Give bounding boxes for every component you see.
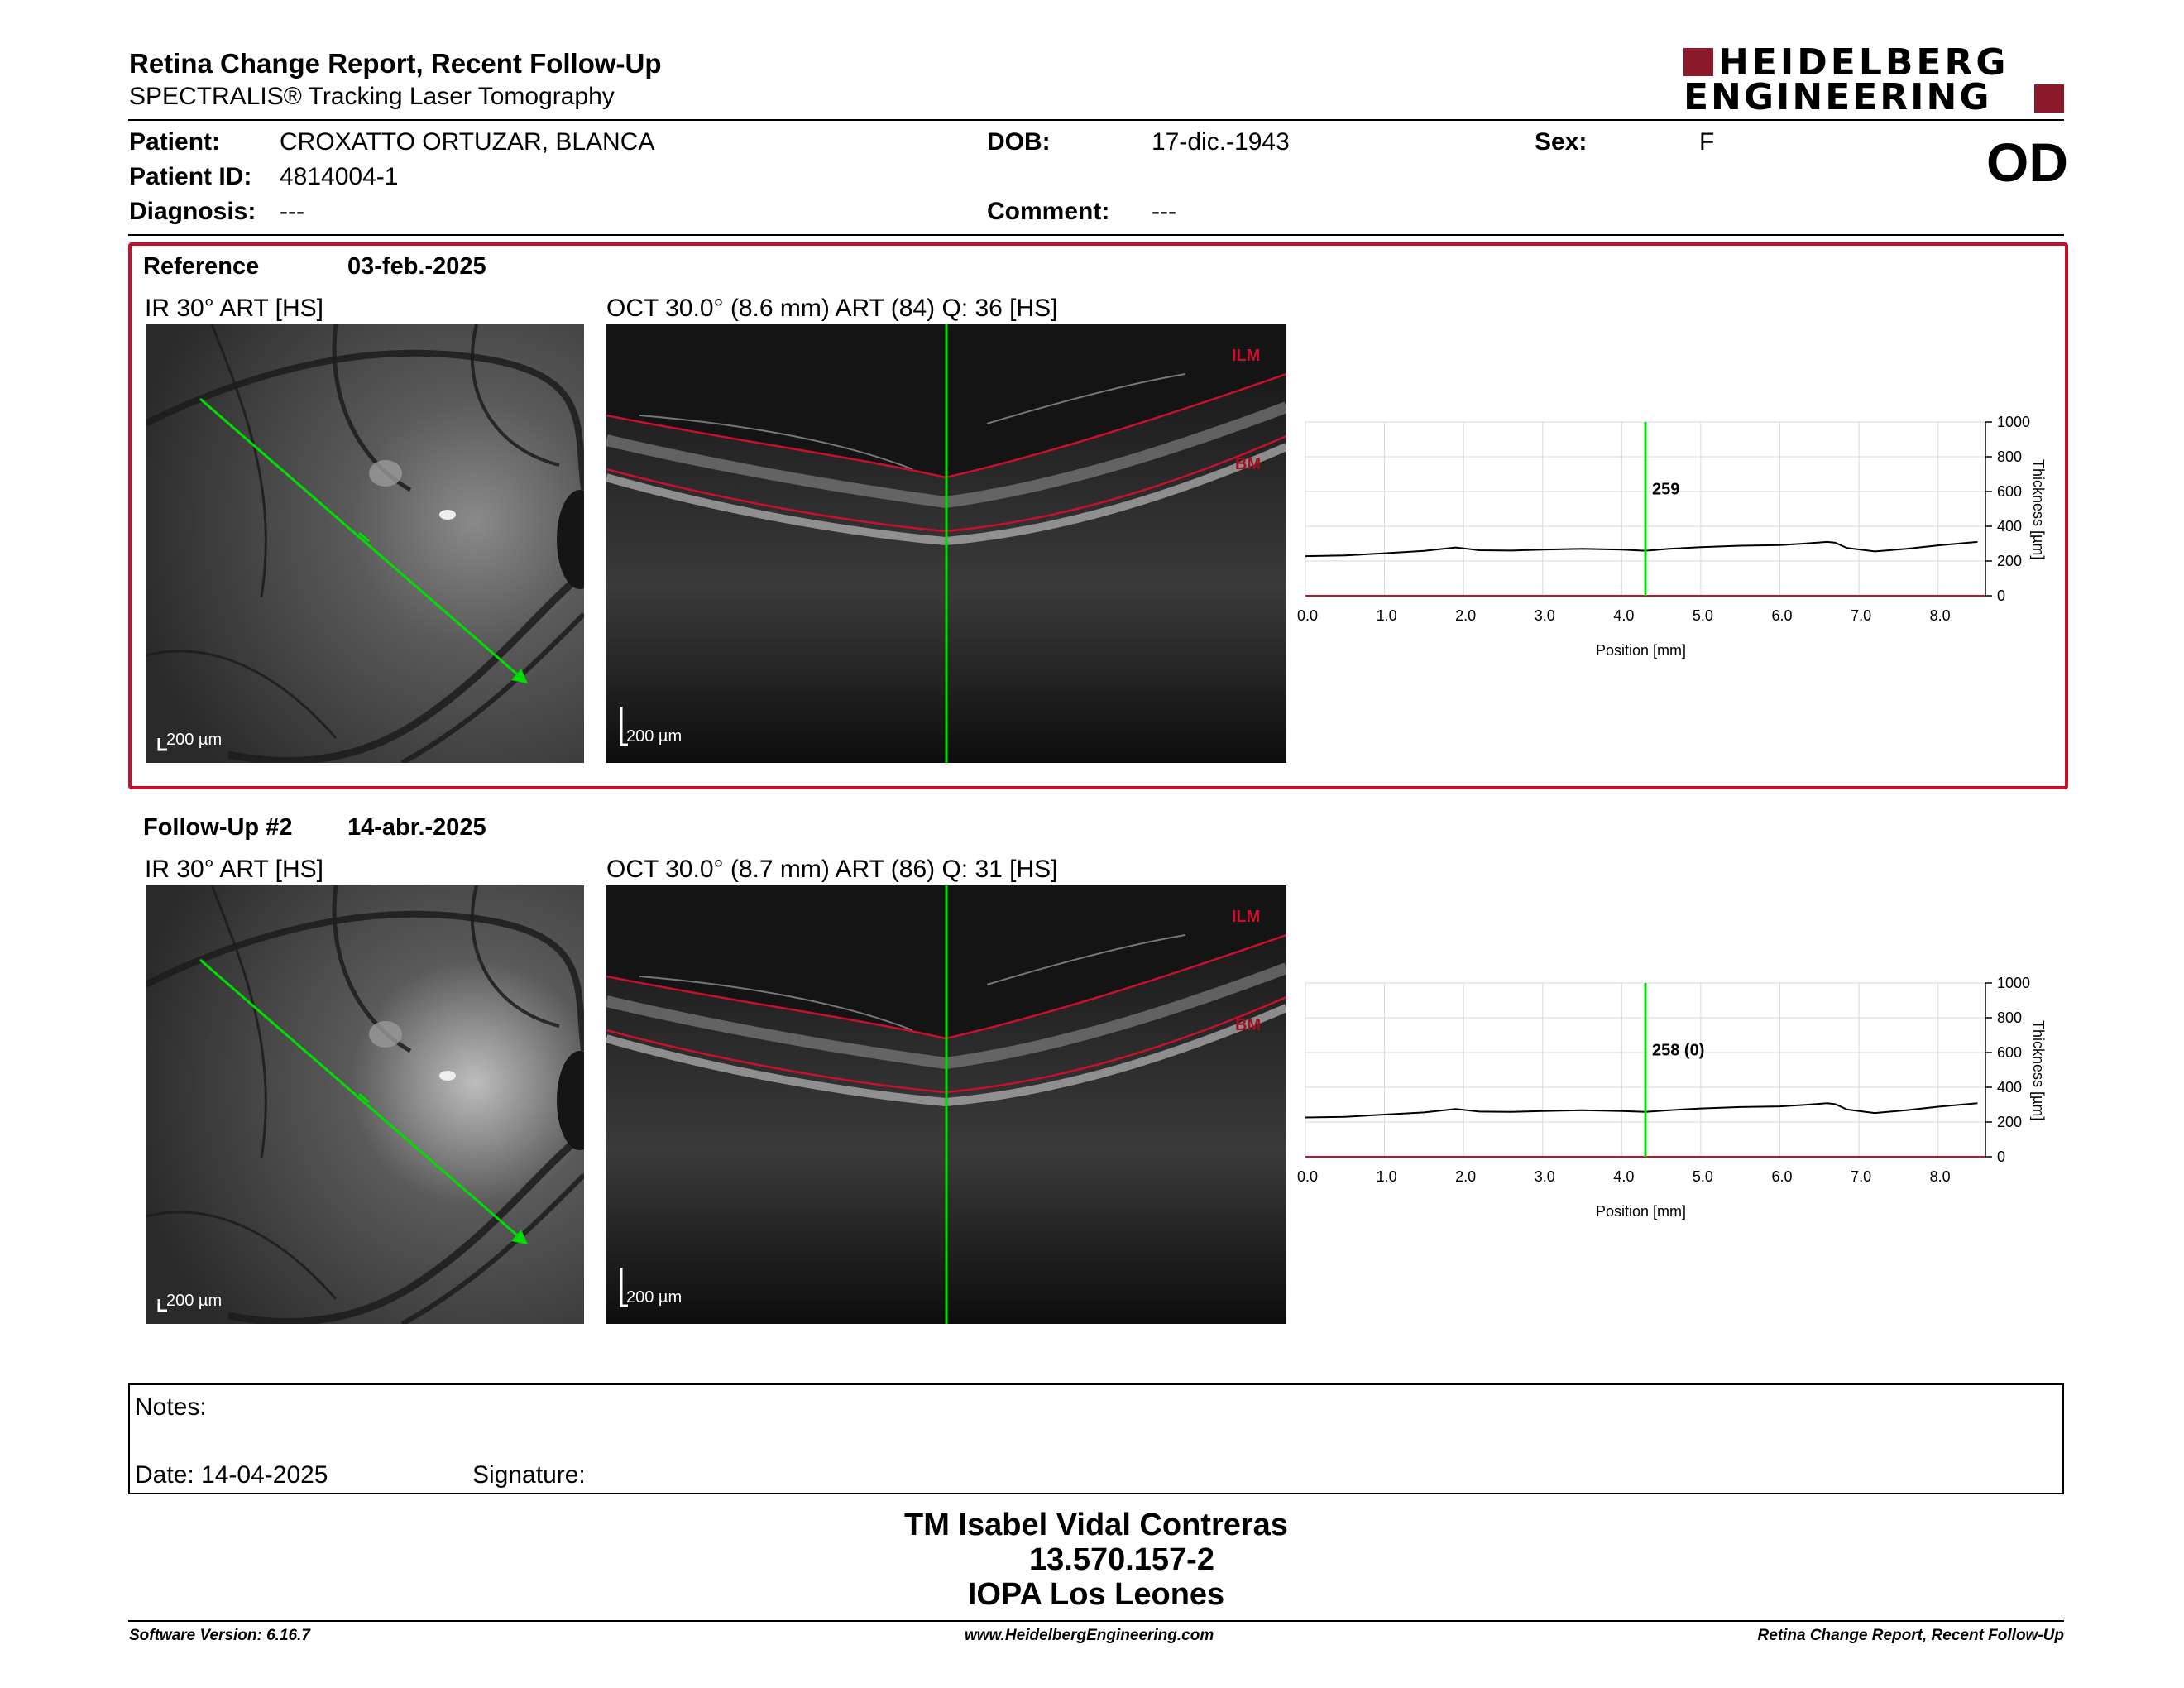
y-tick-label: 200 xyxy=(1997,1114,2022,1130)
oct-caption: OCT 30.0° (8.7 mm) ART (86) Q: 31 [HS] xyxy=(606,856,1058,883)
patient-name: CROXATTO ORTUZAR, BLANCA xyxy=(280,128,655,156)
diagnosis-value: --- xyxy=(280,198,304,225)
y-tick-label: 400 xyxy=(1997,1079,2022,1096)
oct-caption: OCT 30.0° (8.6 mm) ART (84) Q: 36 [HS] xyxy=(606,295,1058,322)
sex-value: F xyxy=(1699,128,1715,156)
y-tick-label: 200 xyxy=(1997,553,2022,569)
sex-label: Sex: xyxy=(1535,128,1588,156)
report-title: Retina Change Report, Recent Follow-Up xyxy=(129,48,662,79)
notes-label: Notes: xyxy=(135,1393,207,1421)
date-label: Date: 14-04-2025 xyxy=(135,1461,328,1489)
bm-layer-label: BM xyxy=(1235,455,1261,473)
x-tick-label: 3.0 xyxy=(1535,1168,1555,1185)
patient-divider xyxy=(128,234,2064,236)
y-axis-label: Thickness [µm] xyxy=(2030,1020,2047,1120)
dob-value: 17-dic.-1943 xyxy=(1152,128,1290,156)
x-tick-label: 5.0 xyxy=(1693,1168,1713,1185)
y-tick-label: 400 xyxy=(1997,518,2022,535)
comment-label: Comment: xyxy=(987,198,1110,225)
x-tick-label: 7.0 xyxy=(1851,1168,1871,1185)
software-version: Software Version: 6.16.7 xyxy=(129,1627,310,1644)
logo-text-2: ENGINEERING xyxy=(1684,76,1992,118)
comment-value: --- xyxy=(1152,198,1176,225)
y-tick-label: 600 xyxy=(1997,1044,2022,1061)
oct-scale-label: 200 µm xyxy=(626,1288,682,1307)
x-tick-label: 6.0 xyxy=(1771,1168,1792,1185)
x-tick-label: 4.0 xyxy=(1613,1168,1634,1185)
ir-caption: IR 30° ART [HS] xyxy=(145,295,323,322)
dob-label: DOB: xyxy=(987,128,1051,156)
patient-id-label: Patient ID: xyxy=(129,163,252,190)
x-tick-label: 3.0 xyxy=(1535,607,1555,624)
x-tick-label: 5.0 xyxy=(1693,607,1713,624)
logo-text-1: HEIDELBERG xyxy=(1718,41,2009,84)
ilm-layer-label: ILM xyxy=(1232,347,1260,365)
y-tick-label: 600 xyxy=(1997,483,2022,500)
website-link[interactable]: www.HeidelbergEngineering.com xyxy=(965,1627,1214,1644)
eye-indicator: OD xyxy=(1986,132,2068,193)
x-tick-label: 7.0 xyxy=(1851,607,1871,624)
y-tick-label: 800 xyxy=(1997,448,2022,465)
y-axis-label: Thickness [µm] xyxy=(2030,459,2047,559)
y-tick-label: 0 xyxy=(1997,1149,2005,1165)
thickness-value-label: 258 (0) xyxy=(1652,1042,1704,1060)
ir-caption: IR 30° ART [HS] xyxy=(145,856,323,883)
oct-bscan-image: ILM BM 200 µm xyxy=(606,885,1286,1324)
x-tick-label: 1.0 xyxy=(1377,1168,1397,1185)
section-date: 14-abr.-2025 xyxy=(347,814,486,841)
thickness-plot: 0.0 1.0 2.0 3.0 4.0 5.0 6.0 7.0 8.0 0 200 400 600 800… xyxy=(1297,414,2047,659)
section-title: Follow-Up #2 xyxy=(143,814,293,841)
x-tick-label: 2.0 xyxy=(1455,1168,1476,1185)
oct-scale-label: 200 µm xyxy=(626,727,682,746)
heidelberg-logo: HEIDELBERG ENGINEERING xyxy=(1684,41,2064,118)
y-tick-label: 1000 xyxy=(1997,414,2030,430)
x-tick-label: 8.0 xyxy=(1930,1168,1951,1185)
x-tick-label: 4.0 xyxy=(1613,607,1634,624)
x-tick-label: 6.0 xyxy=(1771,607,1792,624)
x-axis-label: Position [mm] xyxy=(1596,1203,1686,1220)
notes-box[interactable]: Notes: Date: 14-04-2025 Signature: xyxy=(128,1383,2064,1494)
x-tick-label: 0.0 xyxy=(1297,607,1318,624)
y-tick-label: 800 xyxy=(1997,1009,2022,1026)
x-tick-label: 8.0 xyxy=(1930,607,1951,624)
oct-bscan-image: ILM BM 200 µm xyxy=(606,324,1286,763)
header-divider xyxy=(128,119,2064,121)
footer-report-name: Retina Change Report, Recent Follow-Up xyxy=(1757,1627,2064,1644)
x-tick-label: 1.0 xyxy=(1377,607,1397,624)
y-tick-label: 0 xyxy=(1997,587,2005,604)
ir-fundus-image: 200 µm xyxy=(146,885,584,1324)
section-date: 03-feb.-2025 xyxy=(347,253,486,280)
footer-divider xyxy=(128,1620,2064,1622)
report-subtitle: SPECTRALIS® Tracking Laser Tomography xyxy=(129,83,615,110)
thickness-series-line xyxy=(1305,540,1978,558)
bm-layer-label: BM xyxy=(1235,1016,1261,1034)
reference-section-frame xyxy=(128,242,2068,789)
ilm-layer-label: ILM xyxy=(1232,908,1260,926)
thickness-plot: 0.0 1.0 2.0 3.0 4.0 5.0 6.0 7.0 8.0 0 200 400 600 800… xyxy=(1297,975,2047,1220)
patient-label: Patient: xyxy=(129,128,221,156)
x-tick-label: 2.0 xyxy=(1455,607,1476,624)
ir-scale-label: 200 µm xyxy=(166,731,222,749)
ir-scale-label: 200 µm xyxy=(166,1292,222,1310)
signer-rut: 13.570.157-2 xyxy=(1029,1542,1214,1577)
x-tick-label: 0.0 xyxy=(1297,1168,1318,1185)
signer-name: TM Isabel Vidal Contreras xyxy=(904,1508,1288,1542)
diagnosis-label: Diagnosis: xyxy=(129,198,256,225)
thickness-value-label: 259 xyxy=(1652,481,1679,499)
ir-fundus-image: 200 µm xyxy=(146,324,584,763)
signer-org: IOPA Los Leones xyxy=(967,1577,1225,1612)
patient-id: 4814004-1 xyxy=(280,163,399,190)
signature-label: Signature: xyxy=(472,1461,586,1489)
section-title: Reference xyxy=(143,253,260,280)
x-axis-label: Position [mm] xyxy=(1596,642,1686,659)
y-tick-label: 1000 xyxy=(1997,975,2030,991)
thickness-series-line xyxy=(1305,1102,1978,1119)
